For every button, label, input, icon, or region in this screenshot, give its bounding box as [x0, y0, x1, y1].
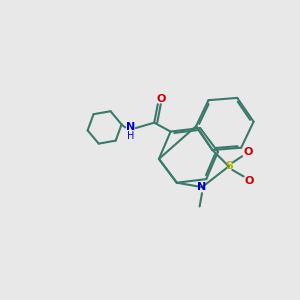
Text: O: O — [156, 94, 166, 104]
Text: N: N — [126, 122, 135, 131]
Text: N: N — [197, 182, 207, 192]
Text: S: S — [225, 161, 233, 171]
Text: H: H — [127, 131, 134, 141]
Text: O: O — [245, 176, 254, 186]
Text: O: O — [243, 147, 253, 157]
